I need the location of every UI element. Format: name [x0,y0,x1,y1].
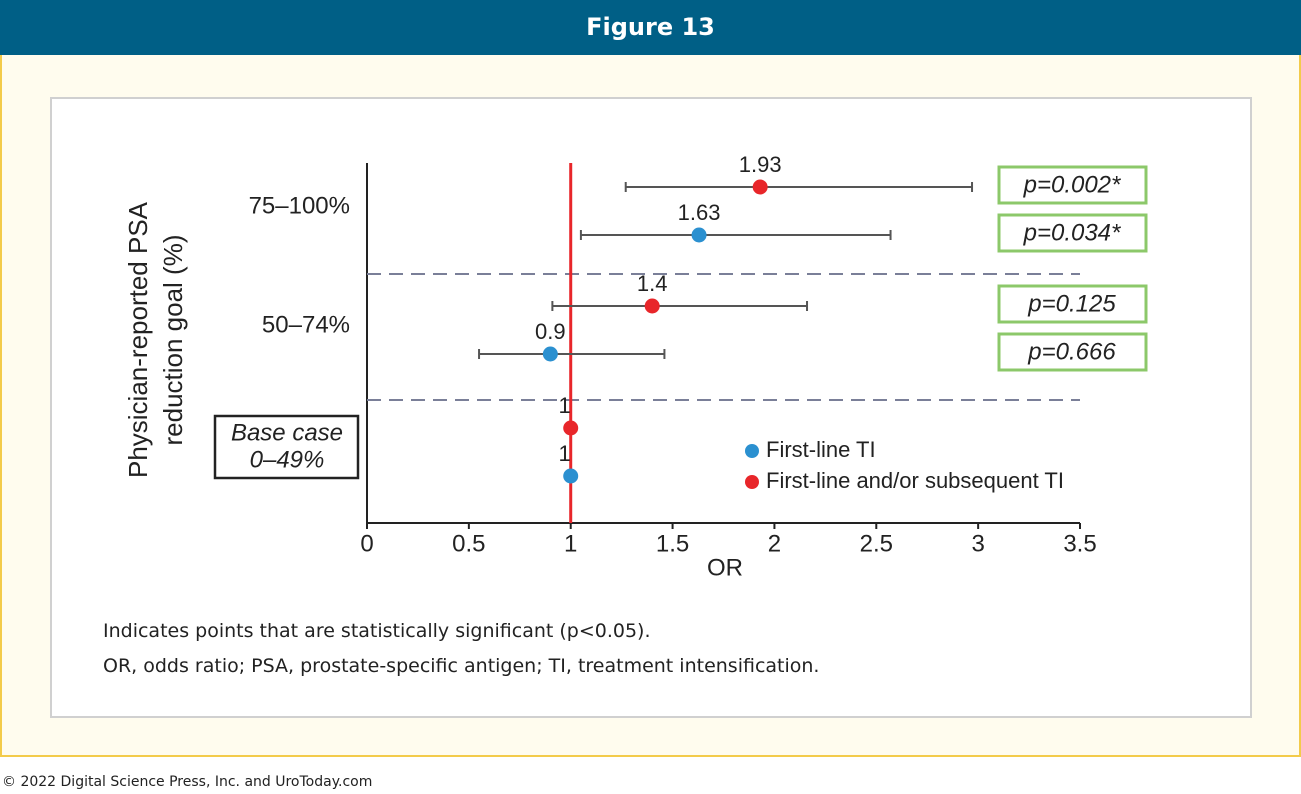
legend-marker [745,475,759,489]
point [752,179,768,195]
category-label: 75–100% [249,192,350,219]
value-label: 1.63 [678,200,721,225]
p-value: p=0.125 [1027,290,1116,317]
legend-marker [745,444,759,458]
x-tick-label: 2 [768,530,781,557]
point [542,346,558,362]
y-axis-label: reduction goal (%) [158,235,188,446]
y-axis-label: Physician-reported PSA [123,201,153,478]
p-value: p=0.002* [1023,171,1121,198]
value-label: 1.93 [739,152,782,177]
p-value-box [997,165,1148,205]
legend-label: First-line and/or subsequent TI [766,468,1064,493]
point [691,227,707,243]
x-tick-label: 1 [564,530,577,557]
x-tick-label: 0 [360,530,373,557]
p-value: p=0.034* [1023,219,1121,246]
p-value-box [997,332,1148,372]
x-tick-label: 0.5 [452,530,485,557]
copyright: © 2022 Digital Science Press, Inc. and U… [2,774,373,790]
base-case-box [213,414,360,480]
x-tick-label: 3.5 [1063,530,1096,557]
p-value-box [997,213,1148,253]
figure-title: Figure 13 [0,0,1301,55]
value-label: 1 [558,393,570,418]
value-label: 0.9 [535,319,566,344]
x-tick-label: 3 [971,530,984,557]
value-label: 1.4 [637,271,668,296]
point [563,420,579,436]
category-label: 0–49% [250,446,325,473]
x-axis-label: OR [707,554,743,581]
p-value-box [997,284,1148,324]
p-value: p=0.666 [1027,338,1116,365]
point [563,468,579,484]
x-tick-label: 1.5 [656,530,689,557]
note: Indicates points that are statistically … [103,620,651,642]
category-label: Base case [231,419,343,446]
category-label: 50–74% [262,311,350,338]
point [644,298,660,314]
value-label: 1 [558,441,570,466]
note: OR, odds ratio; PSA, prostate-specific a… [103,655,820,677]
x-tick-label: 2.5 [860,530,893,557]
legend-label: First-line TI [766,437,876,462]
